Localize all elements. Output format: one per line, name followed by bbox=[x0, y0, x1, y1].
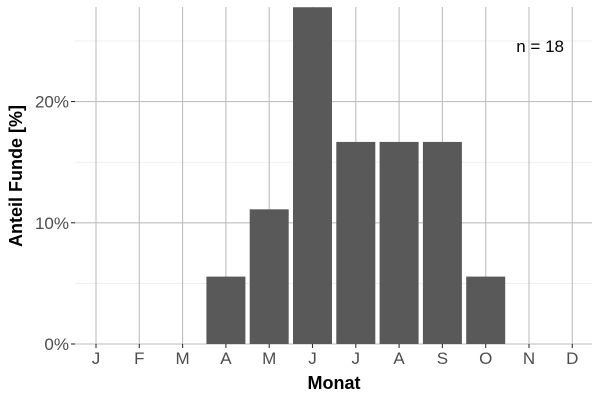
sample-size-annotation: n = 18 bbox=[516, 37, 564, 56]
bar-5 bbox=[249, 209, 289, 344]
x-tick-label: S bbox=[437, 349, 448, 368]
x-tick-label: F bbox=[134, 349, 144, 368]
x-axis-title: Monat bbox=[308, 373, 361, 393]
x-tick-label: D bbox=[566, 349, 578, 368]
bar-8 bbox=[379, 141, 419, 344]
x-tick-label: A bbox=[393, 349, 405, 368]
bar-10 bbox=[466, 276, 506, 344]
x-tick-label: O bbox=[479, 349, 492, 368]
grid-lines bbox=[75, 7, 592, 345]
y-tick-label: 20% bbox=[35, 93, 69, 112]
x-tick-label: J bbox=[308, 349, 317, 368]
y-axis-title: Anteil Funde [%] bbox=[6, 105, 26, 247]
bars bbox=[206, 7, 506, 345]
bar-9 bbox=[422, 141, 462, 344]
y-tick-label: 10% bbox=[35, 214, 69, 233]
bar-4 bbox=[206, 276, 246, 344]
x-tick-label: N bbox=[523, 349, 535, 368]
x-tick-label: M bbox=[176, 349, 190, 368]
x-tick-label: M bbox=[262, 349, 276, 368]
x-tick-label: J bbox=[92, 349, 101, 368]
y-tick-label: 0% bbox=[44, 335, 69, 354]
bar-7 bbox=[336, 141, 376, 344]
bar-6 bbox=[293, 7, 332, 345]
x-tick-label: A bbox=[220, 349, 232, 368]
x-tick-label: J bbox=[352, 349, 361, 368]
y-axis-ticks: 0% 10% 20% bbox=[35, 93, 75, 354]
